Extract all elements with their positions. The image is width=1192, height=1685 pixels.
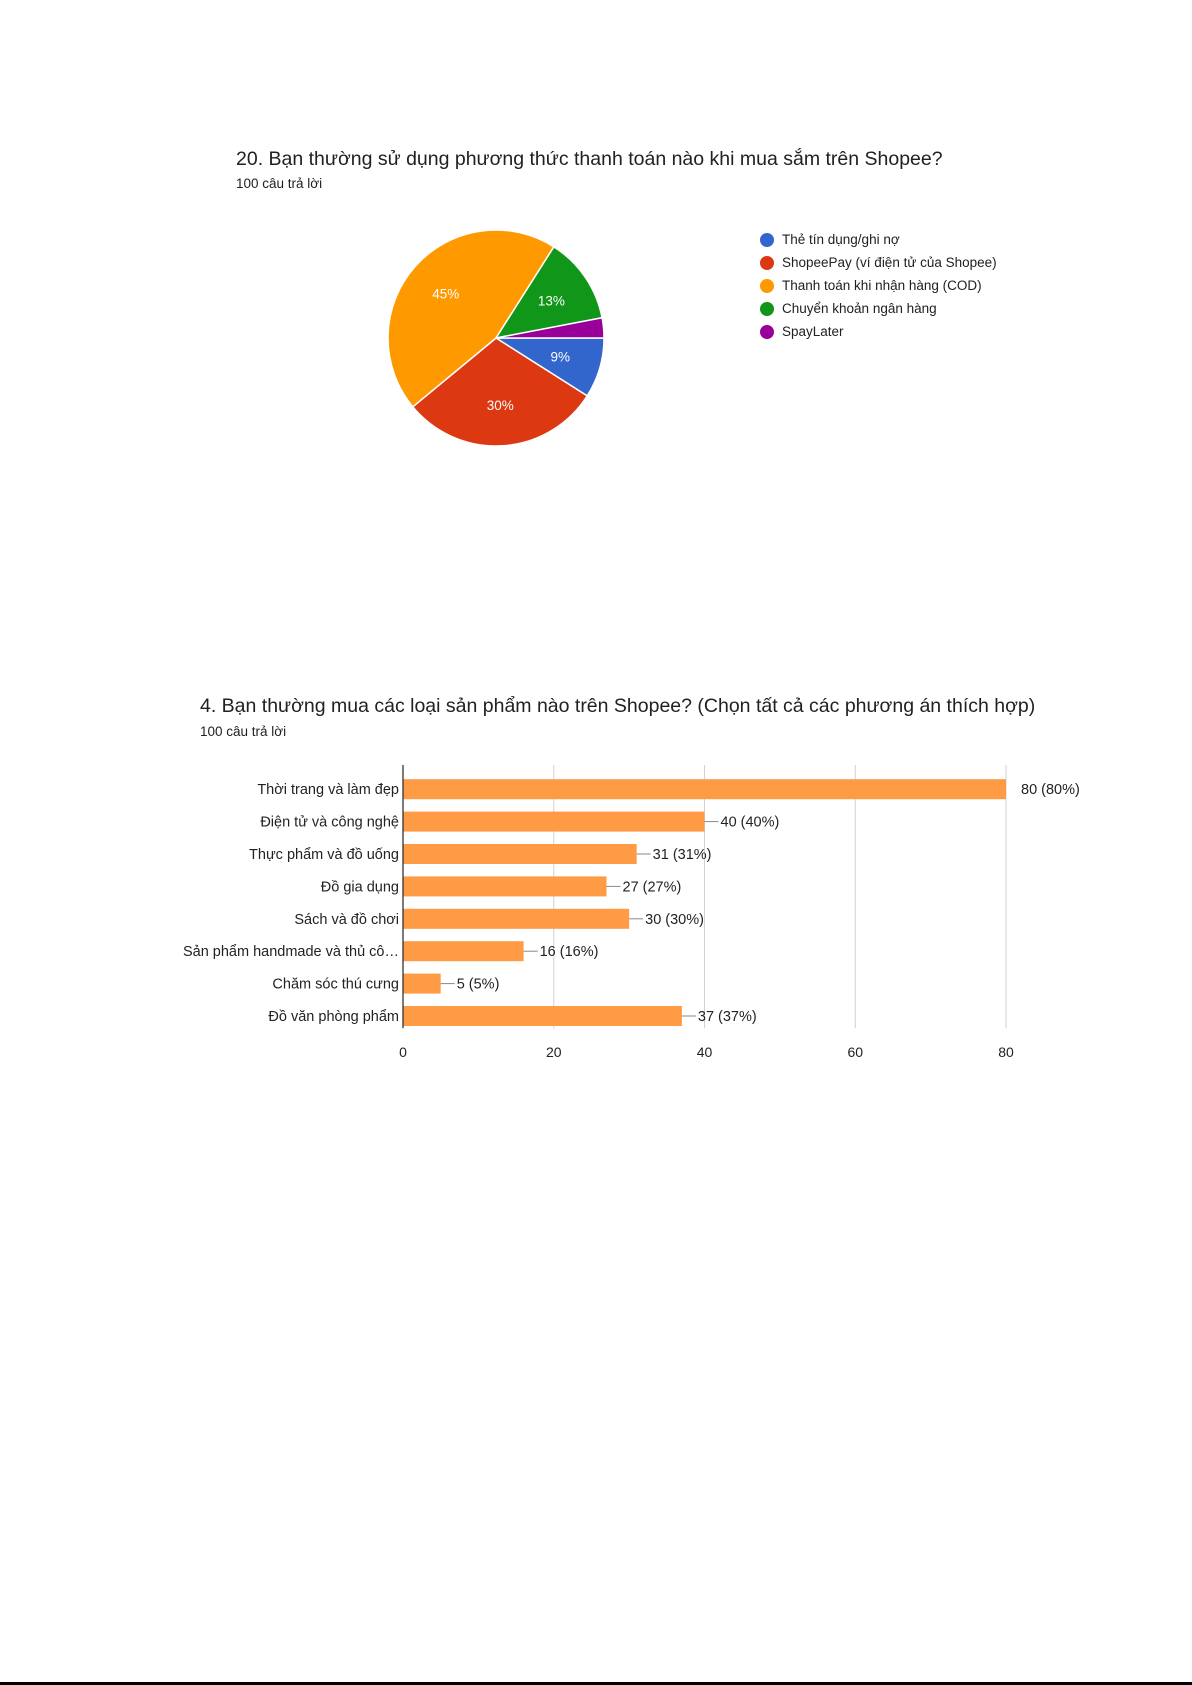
bar-chart-title: 4. Bạn thường mua các loại sản phẩm nào … <box>200 695 1036 717</box>
legend-item: Thẻ tín dụng/ghi nợ <box>760 228 997 251</box>
x-tick-label: 0 <box>399 1044 407 1060</box>
legend-label: Chuyển khoản ngân hàng <box>782 301 937 316</box>
x-tick-label: 80 <box>998 1044 1014 1060</box>
data-label: 5 (5%) <box>457 977 500 993</box>
bar <box>403 973 441 994</box>
data-label: 80 (80%) <box>1021 782 1080 798</box>
category-label: Sách và đồ chơi <box>294 912 399 928</box>
page-bottom-rule <box>0 1682 1192 1685</box>
pie-slice-label: 30% <box>487 398 514 413</box>
bar-chart-response-count: 100 câu trả lời <box>200 724 287 739</box>
pie-slice <box>387 229 555 408</box>
data-label: 37 (37%) <box>698 1009 757 1025</box>
bar <box>403 779 1006 800</box>
legend-label: Thanh toán khi nhận hàng (COD) <box>782 278 982 293</box>
bar <box>403 811 705 832</box>
legend-item: ShopeePay (ví điện tử của Shopee) <box>760 251 997 274</box>
x-tick-label: 20 <box>546 1044 562 1060</box>
bar <box>403 941 524 962</box>
legend-label: Thẻ tín dụng/ghi nợ <box>782 232 900 247</box>
x-tick-label: 60 <box>847 1044 863 1060</box>
pie-slice-label: 45% <box>432 287 459 302</box>
legend-swatch <box>760 324 774 339</box>
legend-label: SpayLater <box>782 324 844 339</box>
bar <box>403 1006 682 1026</box>
pie-chart: 9% 30% 45% 13% <box>387 229 605 447</box>
legend-label: ShopeePay (ví điện tử của Shopee) <box>782 255 997 270</box>
legend-item: Chuyển khoản ngân hàng <box>760 297 997 320</box>
category-label: Điện tử và công nghệ <box>260 815 399 831</box>
data-label: 31 (31%) <box>653 847 712 863</box>
category-label: Thực phẩm và đồ uống <box>249 847 399 863</box>
category-label: Đồ gia dụng <box>321 879 399 895</box>
pie-legend: Thẻ tín dụng/ghi nợ ShopeePay (ví điện tử… <box>760 228 997 343</box>
bar <box>403 844 637 864</box>
category-label: Đồ văn phòng phẩm <box>268 1009 399 1025</box>
legend-swatch <box>760 255 774 270</box>
bar <box>403 908 630 929</box>
bar-chart: 0 20 40 60 80 Thời trang và làm đẹp 80 (80%) Đi… <box>183 765 1080 1060</box>
legend-swatch <box>760 232 774 247</box>
pie-slice <box>494 245 603 340</box>
data-label: 40 (40%) <box>721 815 780 831</box>
pie-slice-label: 9% <box>551 350 571 365</box>
legend-swatch <box>760 278 774 293</box>
category-label: Sản phẩm handmade và thủ cô… <box>183 944 399 960</box>
category-label: Thời trang và làm đẹp <box>257 782 399 798</box>
legend-swatch <box>760 301 774 316</box>
pie-slice <box>411 337 589 447</box>
bar <box>403 876 607 897</box>
data-label: 27 (27%) <box>623 879 682 895</box>
data-label: 30 (30%) <box>645 912 704 928</box>
data-label: 16 (16%) <box>540 944 599 960</box>
pie-chart-title: 20. Bạn thường sử dụng phương thức thanh… <box>236 148 943 170</box>
x-tick-label: 40 <box>697 1044 713 1060</box>
legend-item: SpayLater <box>760 320 997 343</box>
legend-item: Thanh toán khi nhận hàng (COD) <box>760 274 997 297</box>
pie-slice <box>495 316 605 339</box>
pie-slice-label: 13% <box>538 293 565 308</box>
category-label: Chăm sóc thú cưng <box>272 977 399 993</box>
pie-chart-response-count: 100 câu trả lời <box>236 176 323 191</box>
